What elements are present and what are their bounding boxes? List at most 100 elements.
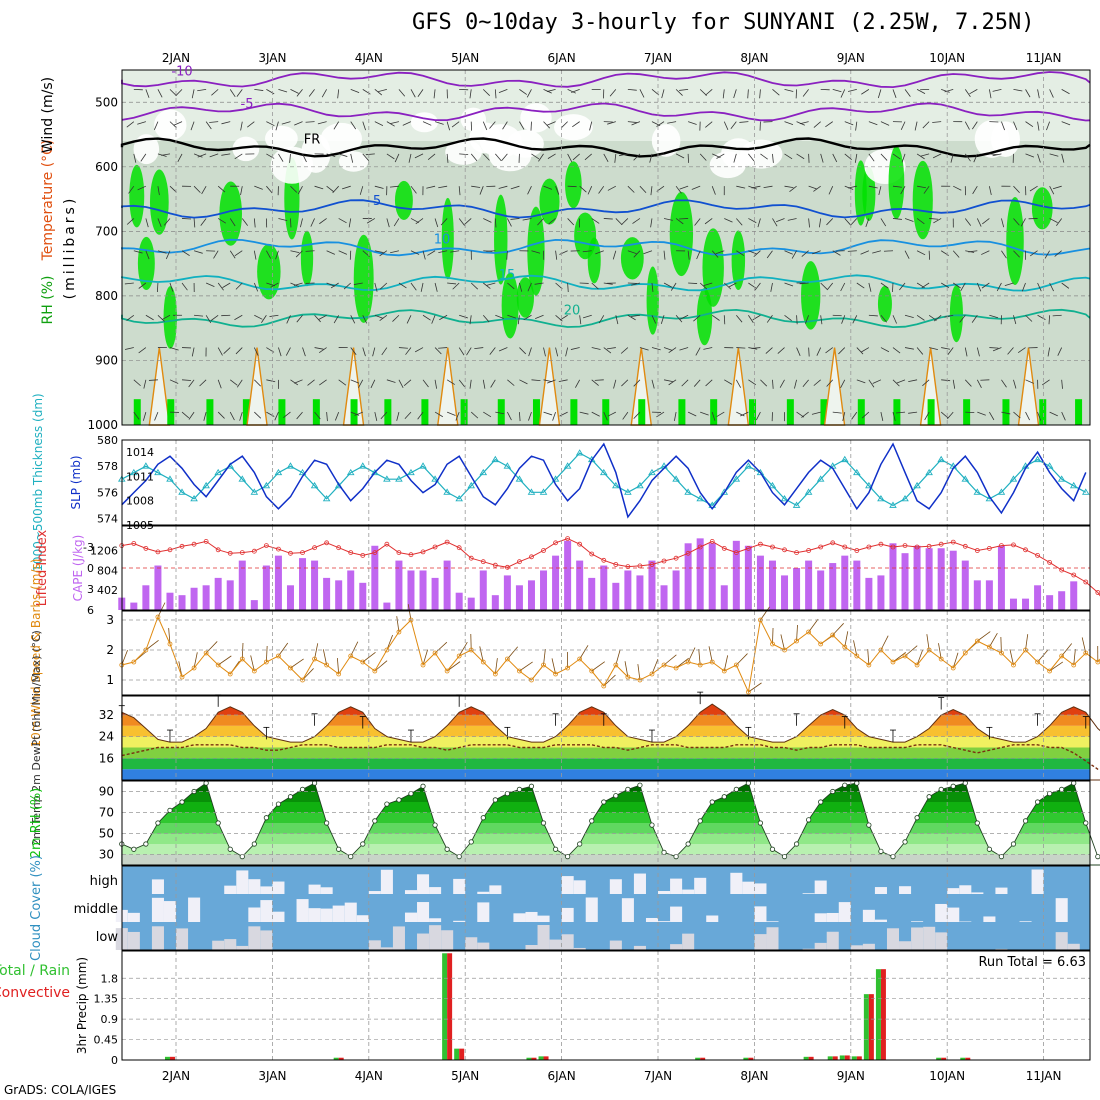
wind-barb (1021, 282, 1026, 292)
cloud-cell (971, 892, 984, 894)
thickness-point (937, 455, 945, 463)
temp-tick: 32 (99, 708, 114, 722)
wind-barb (334, 411, 340, 421)
cape-bar (226, 580, 234, 610)
cloud-cell (886, 928, 900, 950)
wind10m-barb (278, 642, 289, 657)
wind-barb (342, 185, 351, 190)
wind-barb (398, 379, 404, 388)
wind-barb (981, 250, 990, 255)
wind-barb (446, 379, 455, 385)
wind10m-barb (780, 634, 785, 651)
wind-barb (422, 121, 432, 126)
wind10m-point (986, 644, 992, 650)
pressure-tick: 600 (95, 160, 118, 174)
wind-barb (209, 121, 219, 123)
date-label-bottom: 5JAN (451, 1069, 479, 1083)
li-point (697, 544, 703, 550)
wind10m-point (649, 671, 655, 677)
wind-barb (878, 186, 882, 196)
wind-barb (784, 88, 794, 92)
wind-barb (940, 282, 950, 288)
wind10m-point (263, 659, 269, 665)
precip-total-bar (333, 1057, 339, 1060)
cape-bar (744, 545, 752, 610)
wind10m-barb (145, 639, 159, 651)
wind10m-barb (867, 649, 870, 666)
cloud-cell (754, 934, 767, 950)
thickness-point (744, 462, 753, 469)
thickness-point (575, 449, 584, 456)
wind-barb (627, 121, 637, 123)
wind-barb (203, 411, 207, 421)
wind-barb (904, 218, 914, 222)
rh-blob (1031, 187, 1053, 230)
rh-point (131, 846, 137, 852)
li-point (589, 551, 595, 557)
wind-barb (234, 314, 243, 321)
wind-barb (847, 185, 857, 189)
thickness-line (121, 452, 1087, 507)
thickness-point (274, 468, 283, 476)
cape-bar (286, 585, 294, 610)
cape-bar (636, 575, 644, 610)
wind-barb (673, 412, 677, 422)
wind-barb (338, 218, 347, 224)
wind-barb (296, 315, 303, 323)
wind-barb (278, 153, 284, 162)
wind10m-point (854, 653, 860, 659)
wind-barb (757, 218, 761, 228)
cloud-cell (525, 911, 538, 922)
rh-blob (620, 237, 644, 280)
wind-barb (977, 411, 986, 416)
panel-frame-wind (121, 610, 1091, 696)
wind-barb (507, 314, 517, 319)
li-point (673, 555, 679, 561)
wind-barb (126, 121, 135, 128)
wind-barb (217, 411, 225, 419)
thickness-point (636, 481, 644, 489)
wind-barb (1052, 185, 1062, 190)
wind-barb (547, 153, 556, 159)
wind-barb (900, 185, 906, 195)
rh-tick: 70 (99, 806, 114, 820)
thickness-point (202, 481, 210, 489)
wind-barb (199, 379, 207, 387)
wind-barb (696, 250, 701, 260)
cloud-cell (248, 926, 261, 950)
wind-barb (728, 282, 737, 288)
wind-barb (964, 153, 971, 162)
temp-line (121, 703, 1100, 781)
wind10m-axis-label: 10m Wind Speed & Barbs (m/s) (29, 559, 43, 748)
wind-barb (145, 89, 150, 98)
cloud-cell (188, 897, 201, 922)
date-label-top: 7JAN (644, 51, 672, 65)
wind-barb (633, 153, 641, 161)
wind10m-barb (350, 641, 359, 657)
cape-bar (925, 548, 933, 610)
wind-barb (285, 347, 291, 356)
cloud-cell (368, 891, 381, 894)
li-point (1011, 542, 1016, 548)
temp-band (122, 769, 1090, 780)
wind-barb (880, 282, 889, 289)
wind-barb (470, 153, 478, 162)
cloud-cell (513, 913, 526, 922)
wind10m-barb (1037, 649, 1049, 663)
wind-barb (739, 121, 749, 123)
wind-barb (239, 411, 243, 421)
wind-barb (519, 282, 523, 292)
wind-barb (543, 185, 553, 190)
wind10m-barb (1073, 649, 1076, 666)
wind-barb (169, 89, 177, 96)
wind-barb (969, 89, 978, 95)
wind-barb (565, 347, 569, 357)
wind-barb (234, 153, 243, 160)
wind-barb (266, 411, 275, 417)
precip-conv-bar (941, 1057, 947, 1060)
wind-barb (398, 347, 408, 349)
wind-barb (1049, 89, 1054, 98)
cape-bar (648, 560, 656, 610)
thickness-point (1081, 488, 1090, 495)
panel-frame-cape (121, 525, 1091, 611)
